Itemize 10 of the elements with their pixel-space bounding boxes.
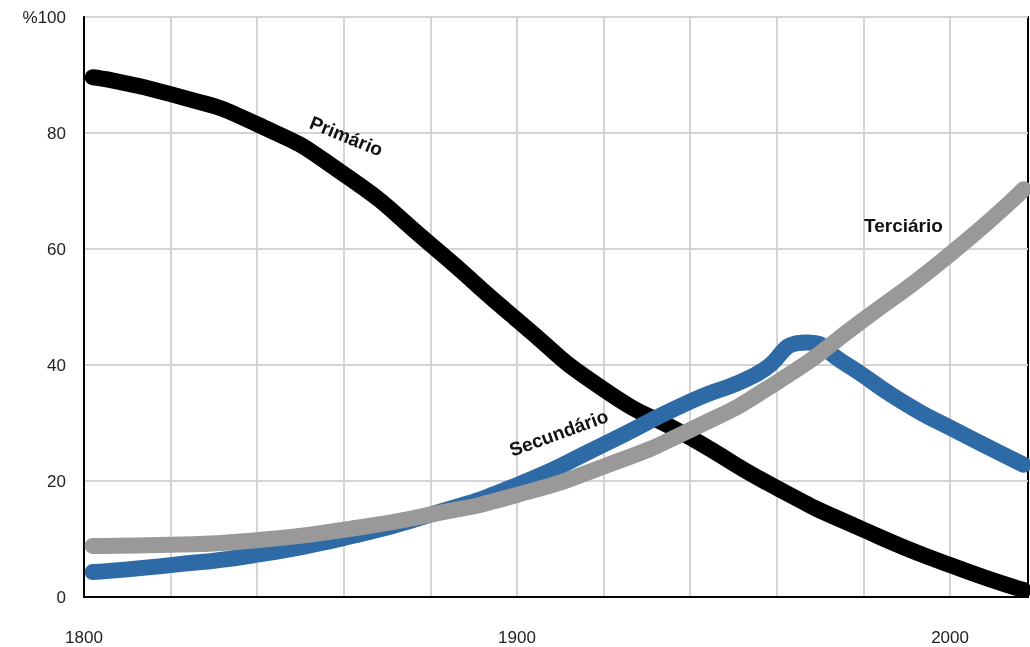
x-tick-label: 1900 (498, 628, 536, 647)
y-tick-label: %100 (22, 7, 66, 27)
y-tick-label: 0 (56, 587, 66, 607)
y-tick-label: 80 (47, 123, 66, 143)
x-tick-label: 2000 (931, 628, 969, 647)
series-label: Terciário (864, 214, 943, 236)
y-tick-label: 40 (47, 355, 66, 375)
x-tick-label: 1800 (65, 628, 103, 647)
y-tick-label: 20 (47, 471, 66, 491)
y-tick-label: 60 (47, 239, 66, 259)
